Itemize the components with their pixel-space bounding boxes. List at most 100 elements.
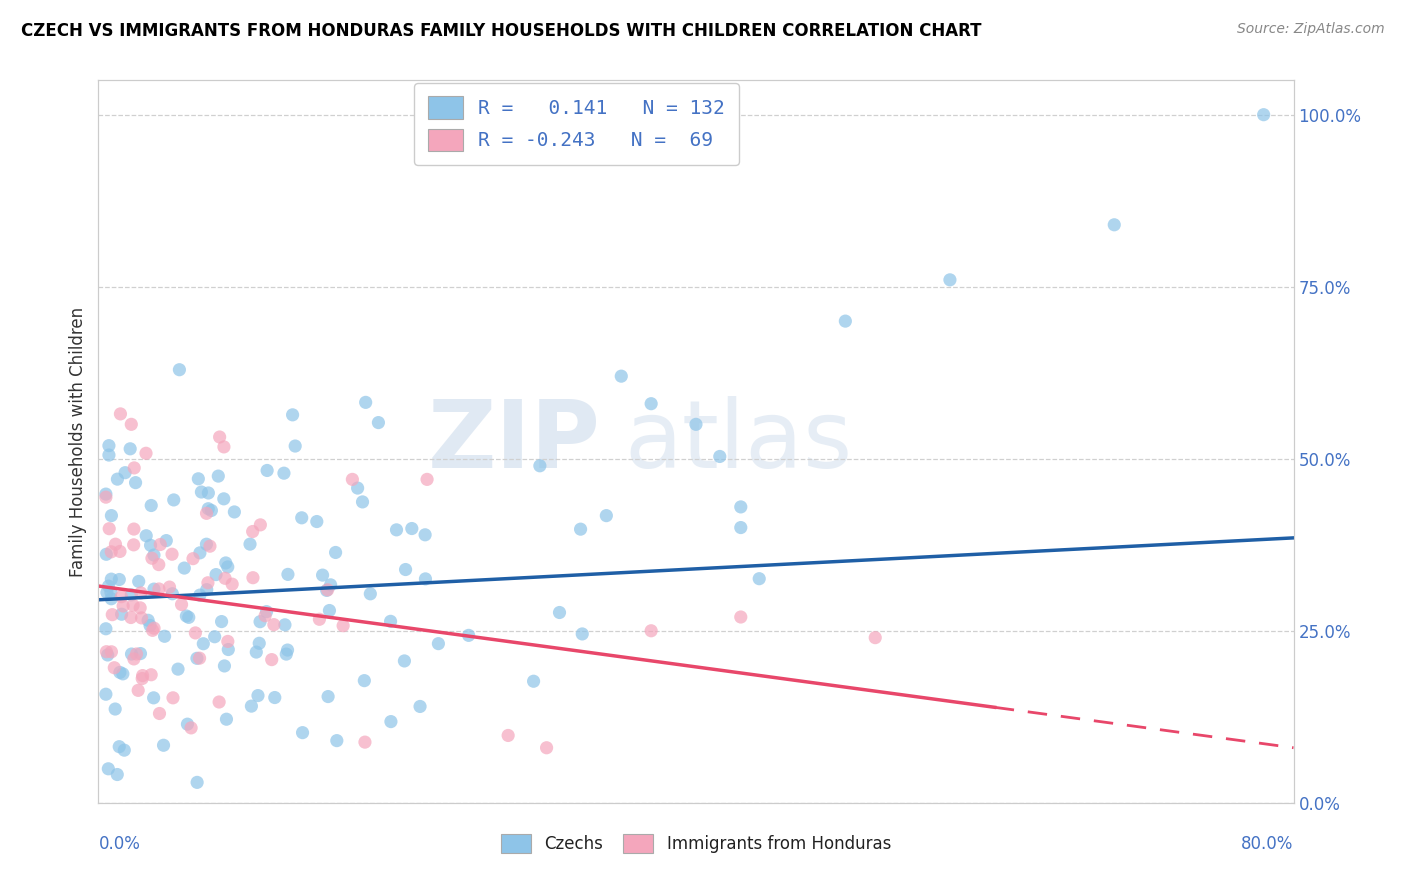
Point <box>186 775 208 789</box>
Point <box>256 605 278 619</box>
Point <box>100 508 122 523</box>
Point <box>319 578 342 592</box>
Point <box>94 490 117 504</box>
Point <box>105 767 128 781</box>
Point <box>122 538 145 552</box>
Point <box>170 598 193 612</box>
Point <box>401 522 423 536</box>
Point <box>110 590 132 604</box>
Point <box>141 551 163 566</box>
Point <box>108 573 131 587</box>
Point <box>342 472 364 486</box>
Y-axis label: Family Households with Children: Family Households with Children <box>69 307 87 576</box>
Point <box>249 517 271 532</box>
Point <box>316 690 339 704</box>
Point <box>131 611 153 625</box>
Point <box>153 629 176 643</box>
Point <box>197 501 219 516</box>
Point <box>100 585 122 599</box>
Point <box>110 407 132 421</box>
Point <box>111 666 134 681</box>
Point <box>1253 108 1275 122</box>
Point <box>274 617 297 632</box>
Point <box>163 492 186 507</box>
Point <box>709 450 731 464</box>
Point <box>200 503 222 517</box>
Point <box>263 617 285 632</box>
Point <box>208 430 231 444</box>
Point <box>108 544 131 558</box>
Point <box>496 729 519 743</box>
Point <box>276 647 298 661</box>
Point <box>96 547 118 561</box>
Point <box>129 600 152 615</box>
Point <box>135 529 157 543</box>
Point <box>367 416 389 430</box>
Legend: Czechs, Immigrants from Honduras: Czechs, Immigrants from Honduras <box>495 827 897 860</box>
Point <box>148 558 170 572</box>
Point <box>97 439 120 453</box>
Point <box>187 472 209 486</box>
Point <box>205 567 228 582</box>
Point <box>148 706 170 721</box>
Point <box>108 739 131 754</box>
Point <box>291 511 314 525</box>
Text: 80.0%: 80.0% <box>1241 835 1294 854</box>
Point <box>101 607 124 622</box>
Point <box>305 515 328 529</box>
Point <box>180 721 202 735</box>
Point <box>394 562 416 576</box>
Point <box>640 624 662 638</box>
Point <box>529 458 551 473</box>
Point <box>159 580 181 594</box>
Point <box>215 556 238 570</box>
Point <box>124 475 146 490</box>
Point <box>212 491 235 506</box>
Point <box>197 486 219 500</box>
Point <box>415 572 437 586</box>
Point <box>249 615 271 629</box>
Point <box>308 612 330 626</box>
Point <box>834 314 856 328</box>
Point <box>128 574 150 589</box>
Point <box>224 505 246 519</box>
Point <box>204 630 226 644</box>
Point <box>108 665 131 680</box>
Point <box>394 654 416 668</box>
Point <box>409 699 432 714</box>
Point <box>143 621 166 635</box>
Point <box>162 690 184 705</box>
Point <box>316 582 339 597</box>
Point <box>277 567 299 582</box>
Point <box>254 608 277 623</box>
Point <box>100 572 122 586</box>
Point <box>359 587 381 601</box>
Point <box>522 674 544 689</box>
Point <box>97 762 120 776</box>
Point <box>176 609 198 624</box>
Point <box>221 577 243 591</box>
Point <box>256 463 278 477</box>
Point <box>326 733 349 747</box>
Point <box>318 603 340 617</box>
Point <box>112 599 135 613</box>
Point <box>595 508 617 523</box>
Point <box>141 667 163 681</box>
Point <box>536 740 558 755</box>
Point <box>413 528 436 542</box>
Point <box>177 610 200 624</box>
Point <box>188 651 211 665</box>
Point <box>122 522 145 536</box>
Point <box>188 546 211 560</box>
Point <box>141 499 163 513</box>
Point <box>214 659 236 673</box>
Point <box>94 687 117 701</box>
Point <box>162 587 184 601</box>
Point <box>939 273 962 287</box>
Point <box>416 472 439 486</box>
Point <box>135 446 157 460</box>
Point <box>127 683 149 698</box>
Point <box>246 689 269 703</box>
Point <box>207 469 229 483</box>
Point <box>217 560 239 574</box>
